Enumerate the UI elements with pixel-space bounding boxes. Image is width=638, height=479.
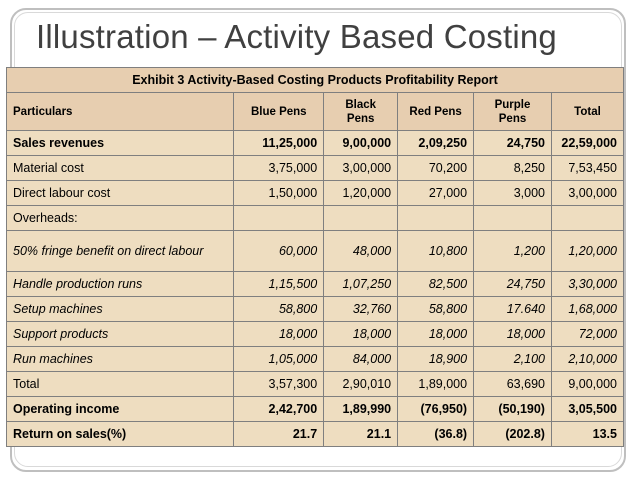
table-cell: 58,800 xyxy=(397,296,475,322)
table-cell xyxy=(323,205,399,231)
table-cell: 1,20,000 xyxy=(323,180,399,206)
table-cell: 1,89,990 xyxy=(323,396,399,422)
table-cell: 82,500 xyxy=(397,271,475,297)
table-cell: (202.8) xyxy=(473,421,552,447)
table-cell: 3,000 xyxy=(473,180,552,206)
table-cell xyxy=(233,205,325,231)
row-label: Direct labour cost xyxy=(5,180,235,206)
row-label: Handle production runs xyxy=(5,271,235,297)
row-label: 50% fringe benefit on direct labour xyxy=(5,230,235,272)
table-cell: 2,10,000 xyxy=(550,346,625,372)
table-cell: 9,00,000 xyxy=(323,130,399,156)
table-cell: 1,07,250 xyxy=(323,271,399,297)
table-cell: 1,05,000 xyxy=(233,346,325,372)
table-cell: 21.1 xyxy=(323,421,399,447)
table-cell: 9,00,000 xyxy=(550,371,625,397)
slide-title: Illustration – Activity Based Costing xyxy=(36,18,557,55)
row-label: Return on sales(%) xyxy=(5,421,235,447)
table-cell: (36.8) xyxy=(397,421,475,447)
table-cell: 3,05,500 xyxy=(550,396,625,422)
table-cell xyxy=(473,205,552,231)
table-cell: 1,50,000 xyxy=(233,180,325,206)
table-cell: 2,100 xyxy=(473,346,552,372)
table-cell: 2,42,700 xyxy=(233,396,325,422)
table-cell: 84,000 xyxy=(323,346,399,372)
table-row: Total 3,57,300 2,90,010 1,89,000 63,690 … xyxy=(5,371,625,397)
table-cell: 7,53,450 xyxy=(550,155,625,181)
column-header: Red Pens xyxy=(397,92,475,131)
table-cell: 18,900 xyxy=(397,346,475,372)
column-header: Blue Pens xyxy=(233,92,325,131)
table-row: Operating income 2,42,700 1,89,990 (76,9… xyxy=(5,396,625,422)
table-cell: 1,200 xyxy=(473,230,552,272)
table-cell: 63,690 xyxy=(473,371,552,397)
table-cell: 2,90,010 xyxy=(323,371,399,397)
table-cell: 48,000 xyxy=(323,230,399,272)
profitability-report-table: Exhibit 3 Activity-Based Costing Product… xyxy=(5,67,625,447)
row-label: Setup machines xyxy=(5,296,235,322)
table-cell: 72,000 xyxy=(550,321,625,347)
caption-row: Exhibit 3 Activity-Based Costing Product… xyxy=(6,67,624,93)
table-row: Direct labour cost 1,50,000 1,20,000 27,… xyxy=(5,180,625,206)
table-cell xyxy=(550,205,625,231)
table-cell: (76,950) xyxy=(397,396,475,422)
table-row: 50% fringe benefit on direct labour 60,0… xyxy=(5,230,625,272)
table-cell: 11,25,000 xyxy=(233,130,325,156)
table-cell: 32,760 xyxy=(323,296,399,322)
table-cell: 60,000 xyxy=(233,230,325,272)
table-cell: 1,20,000 xyxy=(550,230,625,272)
table-caption: Exhibit 3 Activity-Based Costing Product… xyxy=(6,67,624,93)
table-cell: 10,800 xyxy=(397,230,475,272)
row-label: Overheads: xyxy=(5,205,235,231)
table-cell: 70,200 xyxy=(397,155,475,181)
table-cell: 1,89,000 xyxy=(397,371,475,397)
table-cell: 18,000 xyxy=(397,321,475,347)
table-cell xyxy=(397,205,475,231)
table-cell: 1,68,000 xyxy=(550,296,625,322)
table-cell: 18,000 xyxy=(233,321,325,347)
table-cell: 8,250 xyxy=(473,155,552,181)
row-label: Run machines xyxy=(5,346,235,372)
table-cell: (50,190) xyxy=(473,396,552,422)
table-cell: 3,00,000 xyxy=(323,155,399,181)
table-cell: 3,30,000 xyxy=(550,271,625,297)
row-label: Support products xyxy=(5,321,235,347)
table-row: Overheads: xyxy=(5,205,625,231)
table-cell: 18,000 xyxy=(323,321,399,347)
row-label: Material cost xyxy=(5,155,235,181)
column-header: Total xyxy=(550,92,625,131)
table-cell: 24,750 xyxy=(473,130,552,156)
table-row: Run machines 1,05,000 84,000 18,900 2,10… xyxy=(5,346,625,372)
table-cell: 3,57,300 xyxy=(233,371,325,397)
table-cell: 3,75,000 xyxy=(233,155,325,181)
table-row: Support products 18,000 18,000 18,000 18… xyxy=(5,321,625,347)
table-cell: 3,00,000 xyxy=(550,180,625,206)
table-cell: 58,800 xyxy=(233,296,325,322)
table-row: Material cost 3,75,000 3,00,000 70,200 8… xyxy=(5,155,625,181)
table-cell: 22,59,000 xyxy=(550,130,625,156)
column-header-row: Particulars Blue Pens Black Pens Red Pen… xyxy=(5,92,625,131)
column-header: Particulars xyxy=(5,92,235,131)
column-header: Purple Pens xyxy=(473,92,552,131)
table-row: Setup machines 58,800 32,760 58,800 17.6… xyxy=(5,296,625,322)
table-cell: 1,15,500 xyxy=(233,271,325,297)
row-label: Operating income xyxy=(5,396,235,422)
table-row: Sales revenues 11,25,000 9,00,000 2,09,2… xyxy=(5,130,625,156)
row-label: Sales revenues xyxy=(5,130,235,156)
table-cell: 13.5 xyxy=(550,421,625,447)
table-cell: 17.640 xyxy=(473,296,552,322)
table-cell: 18,000 xyxy=(473,321,552,347)
table-cell: 21.7 xyxy=(233,421,325,447)
table-row: Return on sales(%) 21.7 21.1 (36.8) (202… xyxy=(5,421,625,447)
table-row: Handle production runs 1,15,500 1,07,250… xyxy=(5,271,625,297)
table-cell: 2,09,250 xyxy=(397,130,475,156)
table-cell: 27,000 xyxy=(397,180,475,206)
row-label: Total xyxy=(5,371,235,397)
table-cell: 24,750 xyxy=(473,271,552,297)
column-header: Black Pens xyxy=(323,92,399,131)
